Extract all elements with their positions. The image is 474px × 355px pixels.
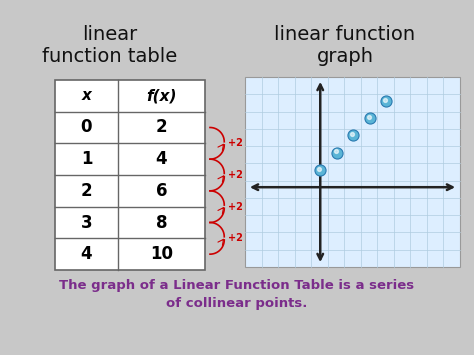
Text: +2: +2 [228,202,243,212]
Text: 1: 1 [81,150,92,168]
FancyBboxPatch shape [245,77,460,267]
FancyBboxPatch shape [55,80,205,270]
Text: 2: 2 [81,182,92,200]
Text: x: x [82,88,91,103]
Text: linear
function table: linear function table [42,25,178,66]
Text: 2: 2 [155,119,167,137]
Text: 0: 0 [81,119,92,137]
Text: 8: 8 [156,213,167,231]
Text: f(x): f(x) [146,88,177,103]
Text: linear function
graph: linear function graph [274,25,416,66]
Text: +2: +2 [228,138,243,148]
Text: +2: +2 [228,233,243,243]
Text: 10: 10 [150,245,173,263]
Text: +2: +2 [228,170,243,180]
Text: 6: 6 [156,182,167,200]
Text: 4: 4 [81,245,92,263]
Text: The graph of a Linear Function Table is a series
of collinear points.: The graph of a Linear Function Table is … [59,279,415,311]
Text: 4: 4 [155,150,167,168]
Text: 3: 3 [81,213,92,231]
